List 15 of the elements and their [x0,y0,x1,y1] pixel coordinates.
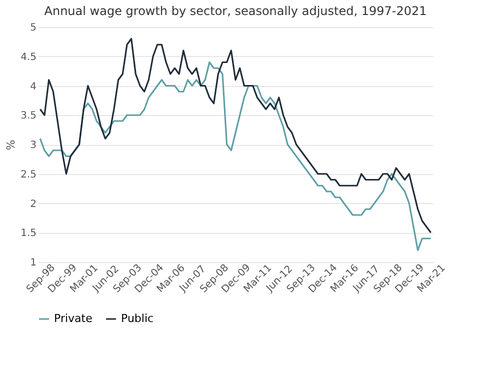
y-tick-label: 4 [30,81,36,92]
y-axis-title: % [4,140,18,150]
y-tick-label: 3 [30,140,36,151]
y-tick-label: 1 [30,258,36,268]
y-tick-label: 2.5 [20,169,36,180]
y-tick-label: 4.5 [20,52,36,63]
y-tick-label: 2 [30,198,36,210]
y-tick-label: 5 [30,22,36,34]
legend-label: Public [121,312,154,325]
line-series [39,61,432,252]
line-series [39,38,432,234]
y-tick-label: 1.5 [20,228,36,240]
y-tick-label: 3.5 [20,110,36,122]
legend-label: Private [54,312,93,325]
chart-title: Annual wage growth by sector, seasonally adjusted, 1997-2021 [44,4,427,18]
